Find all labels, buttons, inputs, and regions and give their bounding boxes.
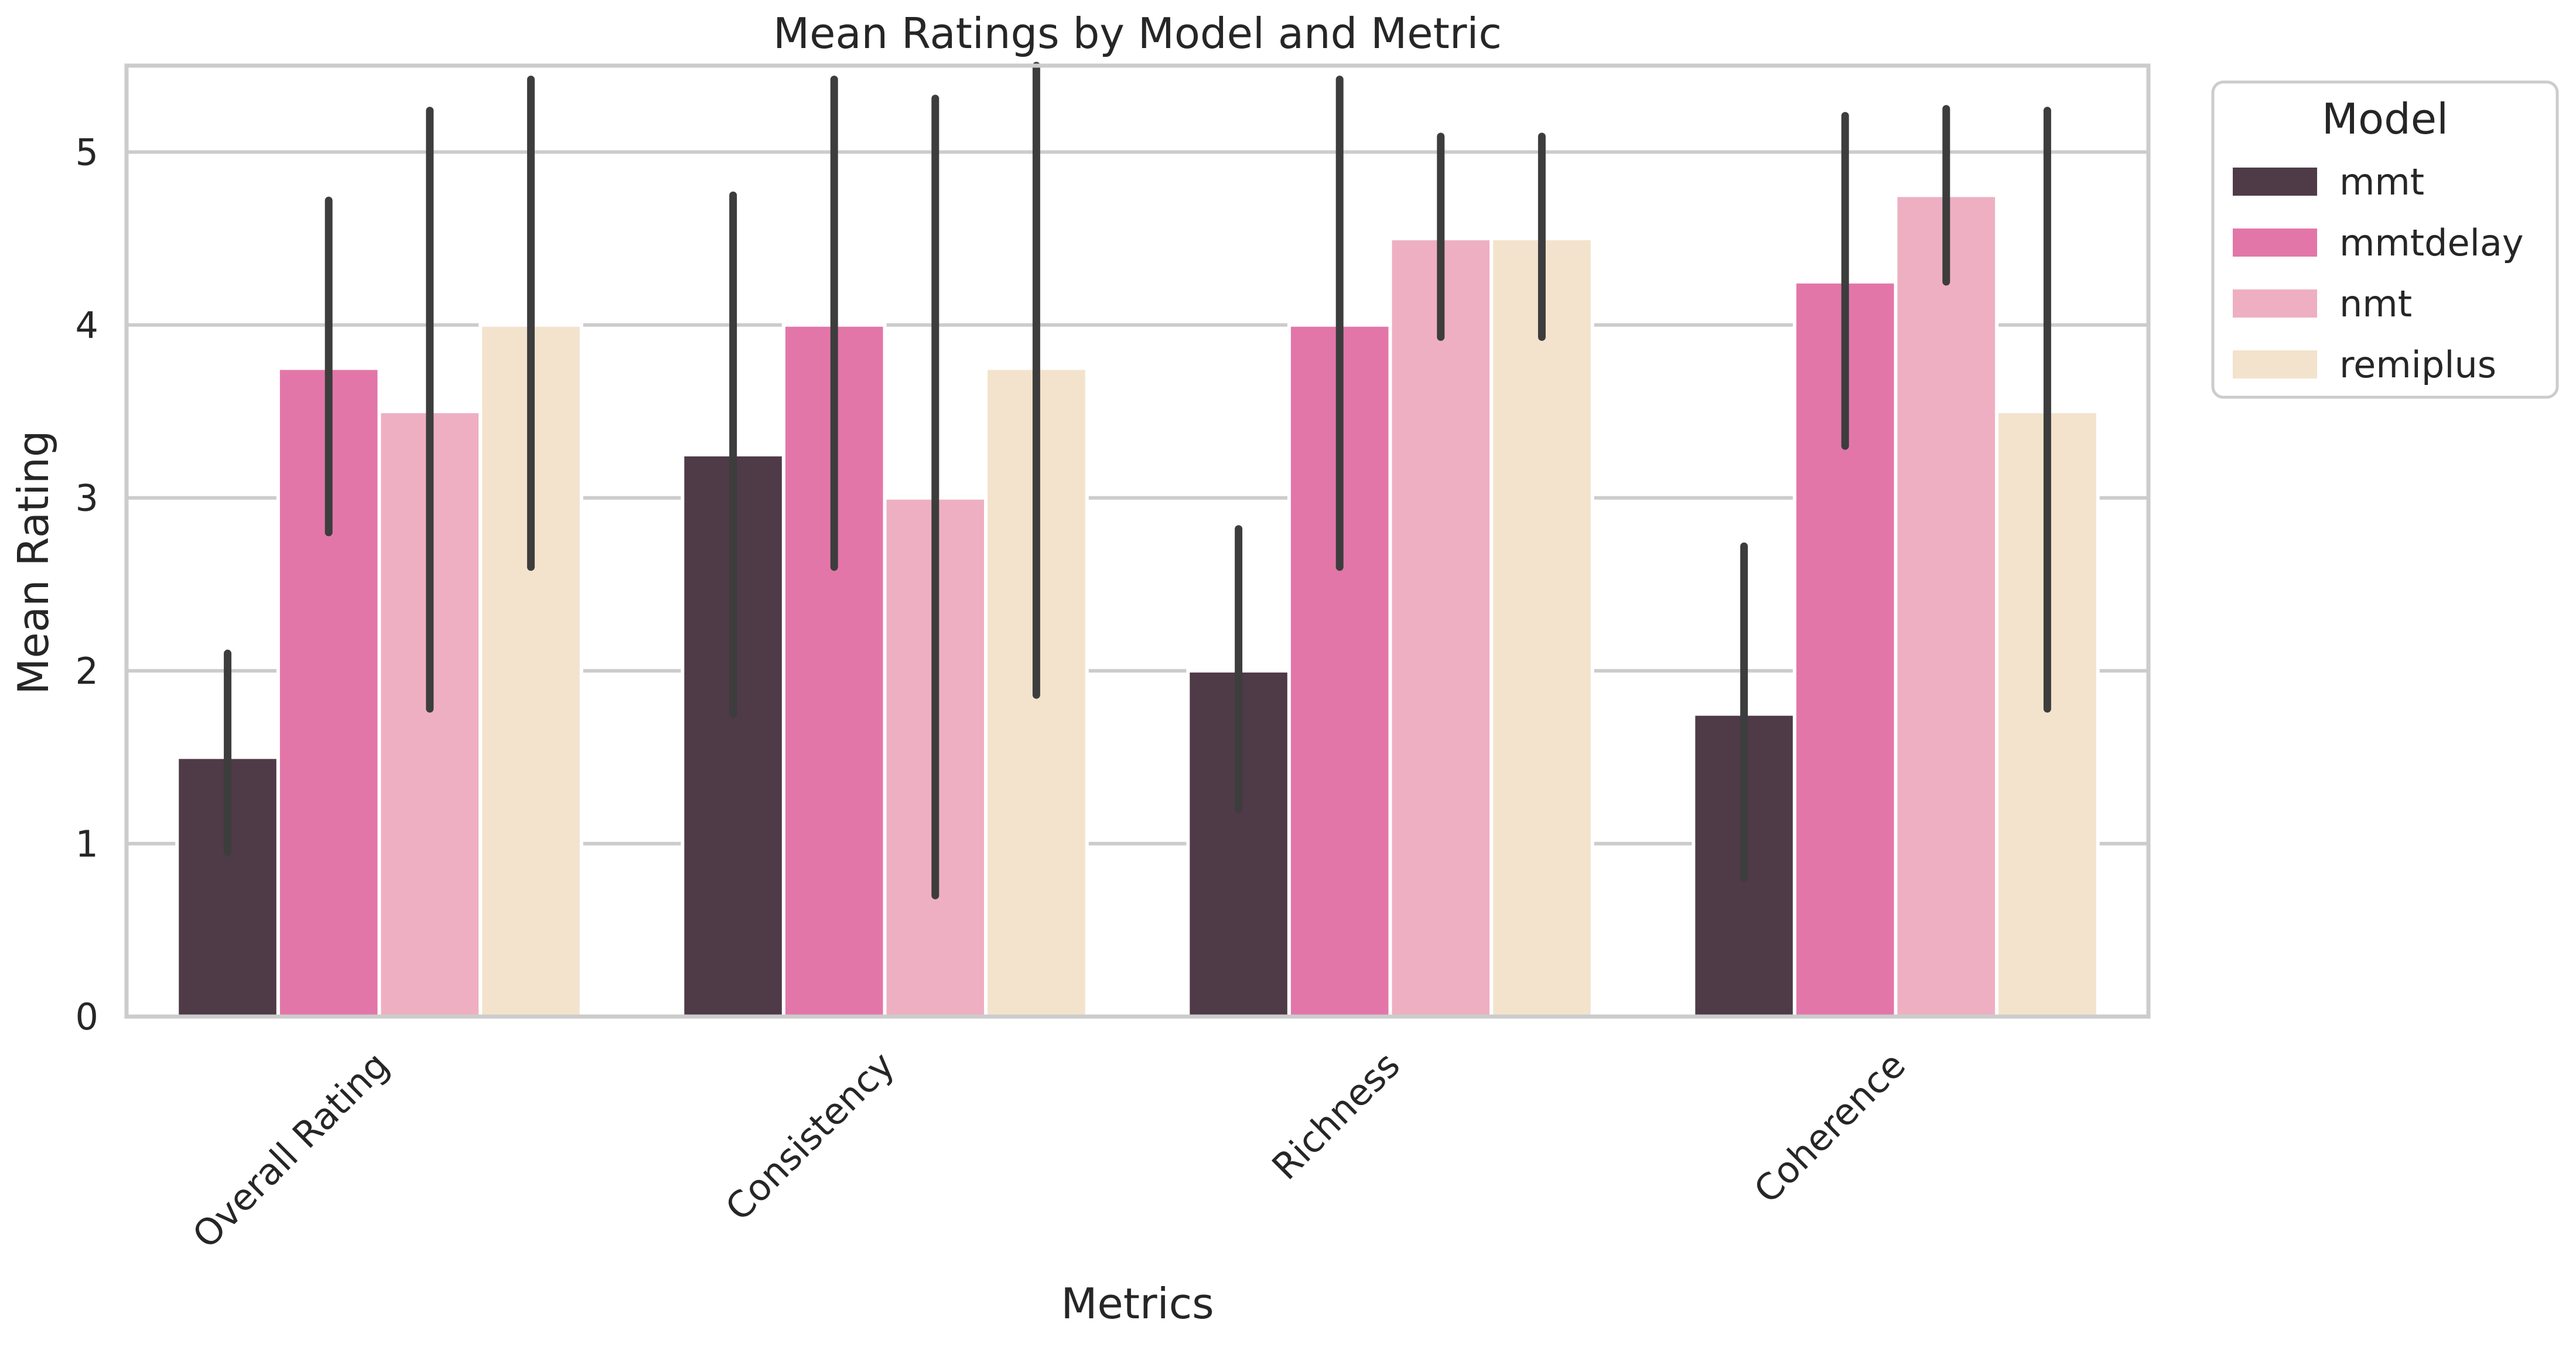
plot-frame [124,63,2151,1019]
legend-items: mmt mmtdelay nmt remiplus [2233,161,2524,386]
y-tick-label: 1 [76,823,98,865]
y-axis-ticks: 0 1 2 3 4 5 [76,131,98,1038]
legend-label-nmt: nmt [2339,282,2412,325]
bar-remiplus [1489,237,1594,1018]
bar-nmt [1388,237,1494,1018]
legend-swatch-remiplus [2233,350,2317,378]
y-tick-label: 3 [76,477,98,520]
y-tick-label: 5 [76,131,98,174]
legend-swatch-mmtdelay [2233,229,2317,257]
x-axis-label: Metrics [1061,1279,1214,1328]
legend-label-mmtdelay: mmtdelay [2339,221,2524,264]
legend-label-mmt: mmt [2339,161,2424,203]
legend: Model mmt mmtdelay nmt remiplus [2211,80,2559,399]
legend-frame [2211,80,2559,399]
legend-swatch-nmt [2233,289,2317,318]
legend-swatch-mmt [2233,168,2317,196]
y-axis-label: Mean Rating [9,430,58,694]
y-tick-label: 2 [76,650,98,693]
y-tick-label: 0 [76,995,98,1038]
legend-title: Model [2322,94,2448,144]
y-tick-label: 4 [76,304,98,347]
legend-label-remiplus: remiplus [2339,343,2496,386]
bar-nmt [1894,193,1999,1018]
chart-title: Mean Ratings by Model and Metric [773,9,1502,58]
error-bars [224,62,2051,899]
